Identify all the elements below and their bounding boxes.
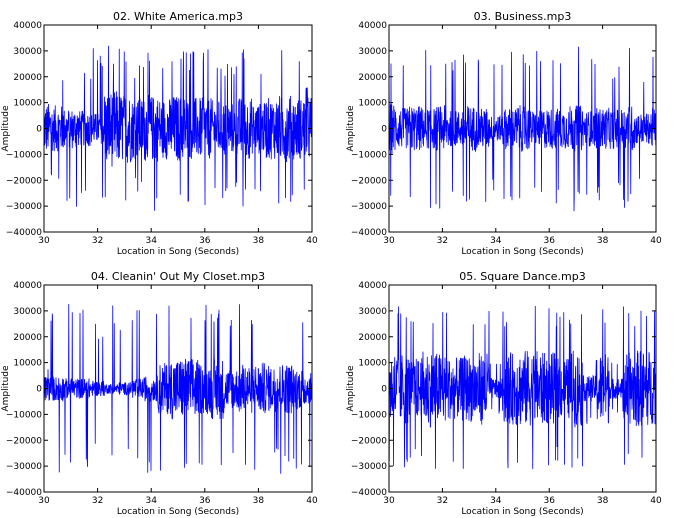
chart-title: 02. White America.mp3 — [113, 10, 243, 23]
y-tick-label: 10000 — [13, 99, 42, 109]
x-tick-label: 40 — [650, 236, 662, 246]
y-tick-label: 0 — [36, 385, 42, 395]
y-tick-label: −40000 — [6, 488, 42, 498]
waveform-line — [389, 305, 656, 470]
y-tick-label: −10000 — [351, 410, 387, 420]
chart-title: 05. Square Dance.mp3 — [459, 270, 585, 283]
y-axis-label: Amplitude — [1, 105, 11, 152]
y-tick-label: 30000 — [13, 47, 42, 57]
y-tick-label: −30000 — [351, 202, 387, 212]
x-tick-label: 36 — [543, 236, 555, 246]
x-tick-label: 32 — [437, 496, 448, 506]
y-tick-label: 20000 — [358, 73, 387, 83]
y-tick-label: 0 — [36, 125, 42, 135]
y-tick-label: 10000 — [358, 359, 387, 369]
x-tick-label: 30 — [38, 236, 50, 246]
y-tick-label: −20000 — [351, 176, 387, 186]
y-tick-label: 10000 — [358, 99, 387, 109]
x-axis-label: Location in Song (Seconds) — [117, 247, 239, 257]
y-tick-label: 0 — [381, 125, 387, 135]
y-tick-label: 40000 — [13, 281, 42, 291]
y-tick-label: 0 — [381, 385, 387, 395]
x-tick-label: 40 — [306, 496, 318, 506]
subplot-3: 30 32 34 36 38 40 40000 30000 20000 10000 0 −10000 −… — [1, 270, 318, 517]
chart-title: 03. Business.mp3 — [474, 10, 572, 23]
y-tick-label: −10000 — [351, 150, 387, 160]
x-tick-label: 30 — [383, 496, 395, 506]
y-tick-label: −40000 — [351, 228, 387, 238]
x-tick-label: 34 — [145, 496, 157, 506]
x-tick-label: 40 — [306, 236, 318, 246]
x-tick-label: 30 — [38, 496, 50, 506]
waveform-line — [44, 304, 312, 474]
y-tick-label: −20000 — [6, 436, 42, 446]
x-tick-label: 36 — [199, 236, 211, 246]
y-tick-label: 30000 — [13, 307, 42, 317]
y-tick-label: −30000 — [6, 202, 42, 212]
subplot-2: 30 32 34 36 38 40 40000 30000 20000 10000 0 −10000 −… — [346, 10, 662, 257]
subplot-1: 30 32 34 36 38 40 40000 30000 20000 10000 0 −10000 −… — [1, 10, 318, 257]
x-tick-label: 38 — [253, 496, 265, 506]
subplot-4: 30 32 34 36 38 40 40000 30000 20000 10000 0 −10000 −… — [346, 270, 662, 517]
x-tick-label: 36 — [199, 496, 211, 506]
y-tick-label: −30000 — [6, 462, 42, 472]
y-tick-label: −40000 — [351, 488, 387, 498]
y-axis-label: Amplitude — [346, 105, 356, 152]
y-tick-label: 20000 — [13, 73, 42, 83]
x-tick-label: 36 — [543, 496, 555, 506]
y-tick-label: −20000 — [351, 436, 387, 446]
y-tick-label: −20000 — [6, 176, 42, 186]
x-tick-label: 40 — [650, 496, 662, 506]
y-tick-label: 40000 — [13, 21, 42, 31]
y-tick-label: −10000 — [6, 150, 42, 160]
y-tick-label: −40000 — [6, 228, 42, 238]
y-tick-label: 20000 — [13, 333, 42, 343]
x-tick-label: 32 — [437, 236, 448, 246]
x-tick-label: 32 — [92, 496, 103, 506]
x-tick-label: 38 — [253, 236, 265, 246]
y-tick-label: 30000 — [358, 307, 387, 317]
chart-title: 04. Cleanin' Out My Closet.mp3 — [91, 270, 265, 283]
y-tick-label: −10000 — [6, 410, 42, 420]
y-tick-label: 40000 — [358, 21, 387, 31]
y-tick-label: 10000 — [13, 359, 42, 369]
y-axis-label: Amplitude — [346, 365, 356, 412]
waveform-line — [389, 46, 656, 212]
x-tick-label: 34 — [145, 236, 157, 246]
y-tick-label: 40000 — [358, 281, 387, 291]
waveform-line — [44, 45, 312, 211]
x-axis-label: Location in Song (Seconds) — [461, 507, 583, 517]
x-tick-label: 38 — [597, 496, 609, 506]
x-tick-label: 34 — [490, 496, 502, 506]
x-tick-label: 32 — [92, 236, 103, 246]
x-axis-label: Location in Song (Seconds) — [461, 247, 583, 257]
x-tick-label: 34 — [490, 236, 502, 246]
y-tick-label: 20000 — [358, 333, 387, 343]
y-tick-label: −30000 — [351, 462, 387, 472]
x-tick-label: 30 — [383, 236, 395, 246]
y-tick-label: 30000 — [358, 47, 387, 57]
x-tick-label: 38 — [597, 236, 609, 246]
y-axis-label: Amplitude — [1, 365, 11, 412]
x-axis-label: Location in Song (Seconds) — [117, 507, 239, 517]
